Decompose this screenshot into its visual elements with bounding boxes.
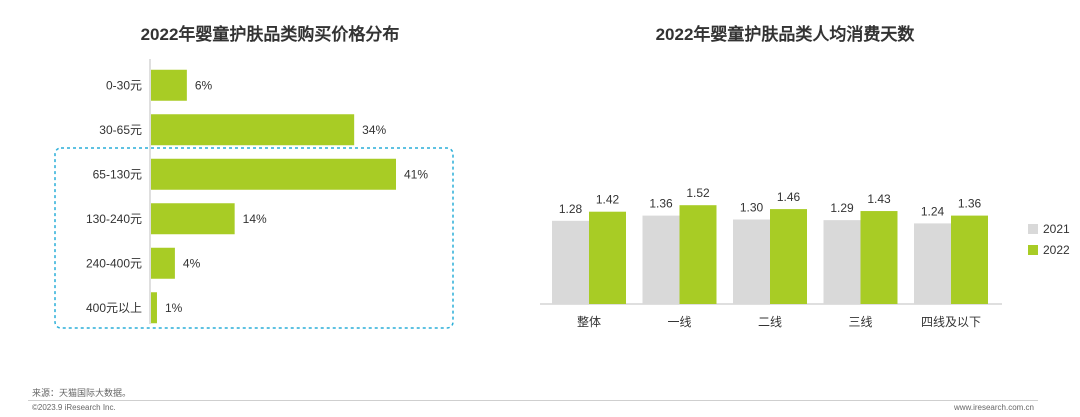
bar bbox=[151, 158, 396, 190]
legend-swatch bbox=[1028, 245, 1038, 255]
bar-2021 bbox=[914, 223, 951, 304]
bar bbox=[151, 69, 187, 101]
data-label: 41% bbox=[404, 167, 428, 181]
category-label: 240-400元 bbox=[86, 256, 142, 270]
legend-label: 2022 bbox=[1043, 243, 1070, 257]
consumption-days-chart: 1.28 1.42 整体 1.36 1.52 一线 1.30 1.46 二线 1.29 1.43 三线… bbox=[540, 186, 1070, 329]
highlight-box bbox=[54, 147, 454, 329]
category-label: 130-240元 bbox=[86, 212, 142, 226]
category-label: 30-65元 bbox=[99, 123, 142, 137]
data-label: 1.30 bbox=[740, 201, 764, 215]
category-label: 一线 bbox=[667, 315, 691, 329]
data-label: 6% bbox=[195, 78, 213, 92]
legend-swatch bbox=[1028, 224, 1038, 234]
data-label: 1.36 bbox=[958, 197, 982, 211]
category-label: 整体 bbox=[577, 314, 601, 329]
bar-2022 bbox=[589, 211, 626, 304]
bar-2021 bbox=[823, 220, 861, 304]
left-chart-title: 2022年婴童护肤品类购买价格分布 bbox=[140, 25, 400, 44]
bar-2022 bbox=[679, 205, 717, 304]
category-label: 400元以上 bbox=[86, 301, 142, 315]
right-chart-title: 2022年婴童护肤品类人均消费天数 bbox=[655, 25, 915, 44]
data-label: 1.24 bbox=[921, 204, 945, 218]
footer-url: www.iresearch.com.cn bbox=[953, 403, 1034, 412]
bar-2021 bbox=[642, 215, 680, 304]
price-distribution-chart: 0-30元 6% 30-65元 34% 65-130元 41% 130-240元 14% 240… bbox=[54, 59, 454, 329]
data-label: 1% bbox=[165, 301, 183, 315]
footer-divider bbox=[28, 400, 1038, 401]
legend-label: 2021 bbox=[1043, 222, 1070, 236]
data-label: 34% bbox=[362, 123, 386, 137]
bar bbox=[151, 247, 175, 279]
data-label: 1.43 bbox=[867, 192, 891, 206]
data-label: 14% bbox=[243, 212, 267, 226]
category-label: 二线 bbox=[758, 315, 782, 329]
bar bbox=[151, 114, 355, 146]
data-label: 1.28 bbox=[559, 202, 583, 216]
bar-2022 bbox=[860, 211, 898, 304]
data-label: 4% bbox=[183, 256, 201, 270]
bar-2021 bbox=[552, 220, 589, 304]
data-label: 1.29 bbox=[830, 201, 854, 215]
data-label: 1.52 bbox=[686, 186, 710, 200]
bar-2022 bbox=[951, 215, 988, 304]
category-label: 三线 bbox=[848, 315, 872, 329]
data-label: 1.42 bbox=[596, 193, 620, 207]
footer-source: 来源：天猫国际大数据。 bbox=[32, 388, 132, 398]
footer-copyright: ©2023.9 iResearch Inc. bbox=[32, 403, 116, 412]
bar-2022 bbox=[770, 209, 807, 304]
bar-2021 bbox=[733, 219, 770, 304]
bar bbox=[151, 203, 235, 235]
bar bbox=[151, 292, 157, 324]
category-label: 四线及以下 bbox=[921, 315, 981, 329]
category-label: 0-30元 bbox=[106, 78, 142, 92]
data-label: 1.46 bbox=[777, 190, 801, 204]
category-label: 65-130元 bbox=[93, 167, 142, 181]
data-label: 1.36 bbox=[649, 197, 673, 211]
